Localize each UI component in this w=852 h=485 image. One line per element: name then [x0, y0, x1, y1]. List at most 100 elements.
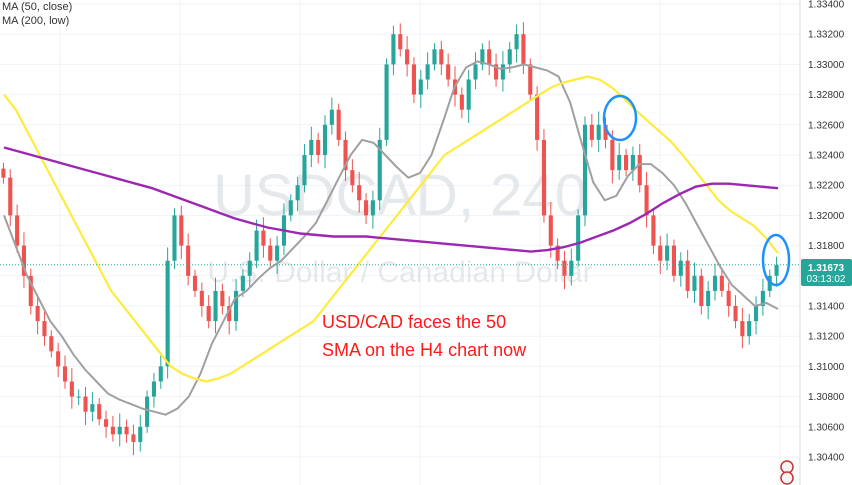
candle[interactable]: [514, 24, 519, 63]
candle[interactable]: [699, 268, 704, 315]
candle[interactable]: [350, 159, 355, 193]
candle[interactable]: [494, 53, 499, 87]
candle[interactable]: [719, 269, 724, 297]
candle[interactable]: [733, 295, 738, 329]
candle[interactable]: [377, 127, 382, 210]
candle[interactable]: [357, 171, 362, 213]
candle[interactable]: [261, 217, 266, 258]
candle[interactable]: [391, 25, 396, 76]
candle[interactable]: [582, 116, 588, 227]
candle[interactable]: [69, 368, 74, 409]
candle[interactable]: [569, 248, 574, 286]
candle[interactable]: [28, 268, 33, 315]
candle[interactable]: [466, 69, 471, 123]
candle[interactable]: [541, 129, 546, 223]
candle[interactable]: [83, 386, 88, 425]
candle[interactable]: [411, 57, 416, 104]
candle[interactable]: [685, 249, 690, 299]
candle[interactable]: [35, 296, 40, 335]
ma-200-line[interactable]: [3, 146, 779, 253]
candle[interactable]: [172, 208, 177, 270]
candle[interactable]: [562, 251, 567, 290]
candle[interactable]: [42, 309, 47, 346]
candle[interactable]: [268, 238, 273, 270]
candle[interactable]: [624, 148, 629, 177]
candle[interactable]: [439, 40, 444, 76]
candle[interactable]: [288, 194, 293, 222]
candle[interactable]: [295, 176, 300, 212]
candle[interactable]: [384, 58, 389, 146]
ma-short-line[interactable]: [3, 60, 779, 416]
candle[interactable]: [124, 419, 129, 443]
candle[interactable]: [104, 410, 109, 438]
candle[interactable]: [179, 205, 184, 259]
candle[interactable]: [398, 23, 403, 57]
candle[interactable]: [405, 36, 410, 77]
candle[interactable]: [432, 43, 437, 71]
candle[interactable]: [316, 132, 321, 164]
candle[interactable]: [630, 146, 635, 181]
candle[interactable]: [206, 295, 211, 329]
candle[interactable]: [275, 235, 280, 274]
candle[interactable]: [15, 204, 20, 253]
candle[interactable]: [234, 278, 239, 331]
candle[interactable]: [110, 415, 115, 442]
candle[interactable]: [418, 69, 423, 108]
candle[interactable]: [740, 307, 745, 349]
candle[interactable]: [1, 162, 6, 184]
candle[interactable]: [329, 97, 334, 135]
candle[interactable]: [473, 52, 478, 90]
candle[interactable]: [247, 252, 252, 287]
candle[interactable]: [336, 103, 341, 146]
candle[interactable]: [589, 113, 594, 148]
event-flag-icon[interactable]: [780, 460, 794, 485]
candle[interactable]: [726, 282, 731, 317]
candle[interactable]: [364, 193, 369, 224]
candle[interactable]: [309, 126, 314, 168]
candle[interactable]: [370, 190, 375, 229]
candle[interactable]: [651, 208, 656, 255]
candle[interactable]: [220, 283, 225, 315]
candle[interactable]: [521, 22, 526, 75]
candle[interactable]: [425, 52, 430, 90]
candlestick-series[interactable]: [1, 22, 779, 456]
candle[interactable]: [637, 144, 642, 193]
candle[interactable]: [712, 263, 718, 301]
candle[interactable]: [774, 256, 779, 287]
candle[interactable]: [138, 414, 143, 452]
candle[interactable]: [760, 278, 765, 316]
candle[interactable]: [644, 171, 649, 228]
candle[interactable]: [302, 144, 307, 193]
candle[interactable]: [131, 424, 136, 456]
candle[interactable]: [658, 235, 663, 274]
candle[interactable]: [610, 130, 615, 184]
candle[interactable]: [596, 111, 601, 152]
candle[interactable]: [199, 282, 204, 317]
candle[interactable]: [117, 413, 122, 447]
candle[interactable]: [617, 142, 622, 180]
candle[interactable]: [459, 87, 464, 119]
candle[interactable]: [151, 373, 156, 408]
candle[interactable]: [21, 232, 26, 288]
candle[interactable]: [49, 330, 54, 358]
candle[interactable]: [56, 342, 61, 378]
candle[interactable]: [678, 252, 683, 287]
candle[interactable]: [8, 169, 13, 227]
candle[interactable]: [213, 277, 218, 334]
candle[interactable]: [76, 389, 81, 406]
candle[interactable]: [671, 239, 676, 282]
candle[interactable]: [480, 43, 485, 71]
legend-ma200[interactable]: MA (200, low): [2, 15, 70, 27]
candle[interactable]: [227, 296, 232, 335]
candle[interactable]: [706, 281, 711, 320]
candle[interactable]: [322, 115, 328, 169]
candle[interactable]: [500, 51, 505, 92]
candle[interactable]: [446, 53, 451, 87]
candle[interactable]: [97, 398, 102, 426]
candle[interactable]: [158, 355, 163, 389]
candle[interactable]: [192, 269, 198, 297]
candle[interactable]: [62, 355, 68, 389]
candle[interactable]: [555, 238, 560, 270]
candle[interactable]: [186, 233, 191, 286]
candle[interactable]: [343, 131, 348, 181]
